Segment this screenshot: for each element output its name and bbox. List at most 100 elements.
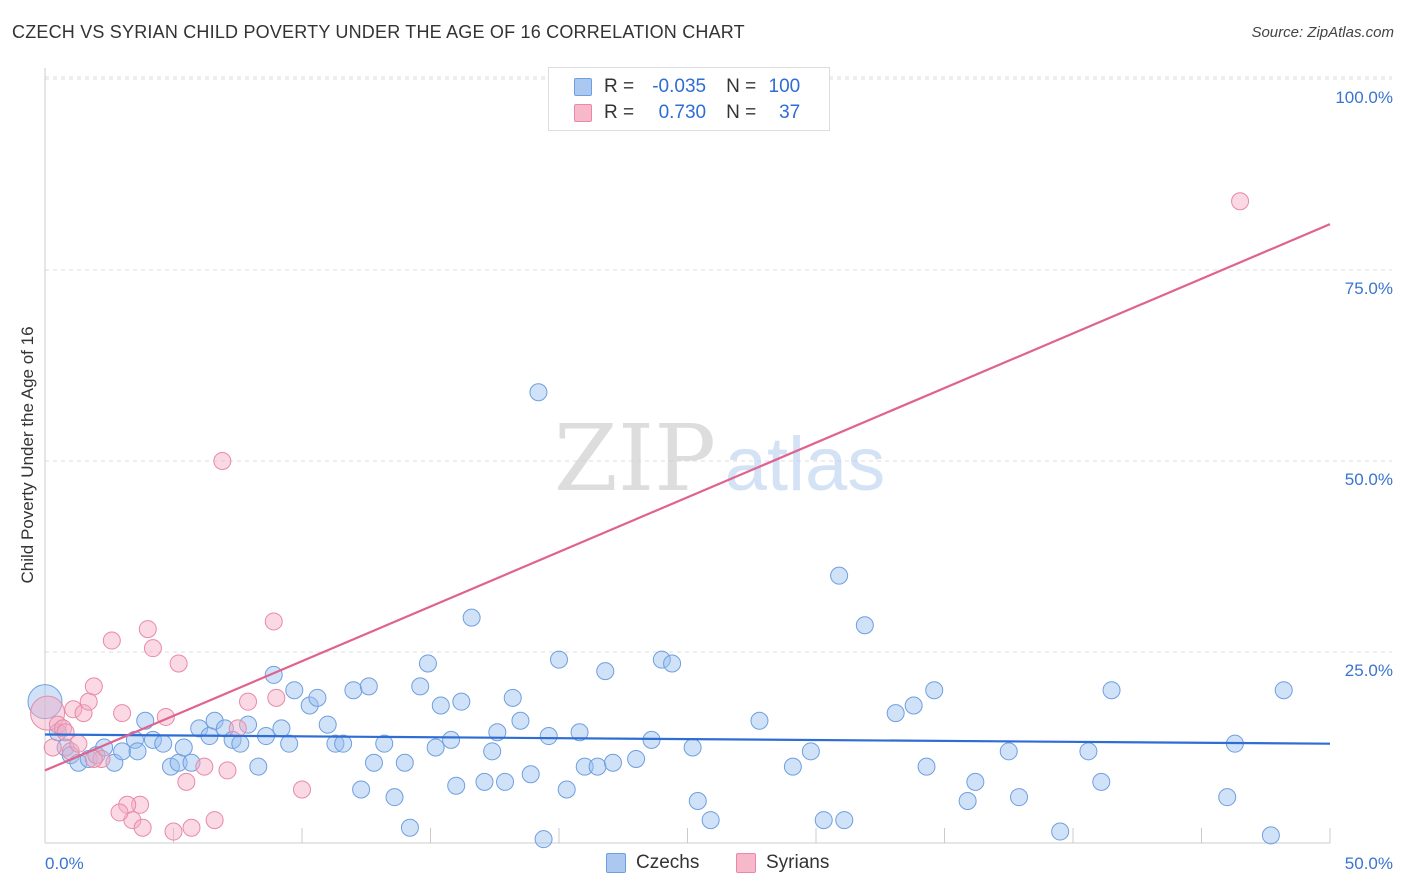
legend-n-label: N = <box>726 102 757 123</box>
bottom-legend-czechs: Czechs <box>606 852 699 874</box>
czech-point <box>205 711 224 730</box>
syrian-legend-swatch <box>736 853 756 873</box>
syrian-point <box>264 612 283 631</box>
syrian-point <box>110 803 129 822</box>
bottom-legend-syrians: Syrians <box>736 852 829 874</box>
czech-point <box>750 711 769 730</box>
syrian-point <box>79 692 98 711</box>
czech-point <box>326 734 345 753</box>
czech-point <box>1261 826 1280 845</box>
syrian-point <box>267 688 286 707</box>
czech-point <box>272 719 291 738</box>
syrian-point <box>113 704 132 723</box>
czech-point <box>1092 772 1111 791</box>
legend-r-label: R = <box>604 76 635 97</box>
syrian-point <box>69 734 88 753</box>
czech-point <box>113 742 132 761</box>
czech-point <box>375 734 394 753</box>
x-tick-label: 50.0% <box>1345 854 1393 873</box>
czech-point <box>411 677 430 696</box>
czech-point <box>917 757 936 776</box>
czech-point <box>503 688 522 707</box>
legend-n-value: 37 <box>779 102 801 123</box>
czech-point <box>529 383 548 402</box>
y-tick-label: 25.0% <box>1345 661 1393 680</box>
chart-title: CZECH VS SYRIAN CHILD POVERTY UNDER THE … <box>12 22 745 42</box>
czech-point <box>285 681 304 700</box>
czech-point <box>1051 822 1070 841</box>
czech-point <box>855 616 874 635</box>
syrian-point <box>177 772 196 791</box>
legend-r-label: R = <box>604 102 635 123</box>
legend-r-value: 0.730 <box>658 102 707 123</box>
czech-point <box>280 734 299 753</box>
czech-point <box>400 818 419 837</box>
syrian-point <box>102 631 121 650</box>
czech-point <box>570 723 589 742</box>
czech-point <box>627 749 646 768</box>
syrian-point <box>30 695 66 731</box>
czech-point <box>534 830 553 849</box>
syrian-point <box>131 795 150 814</box>
syrian-point <box>43 738 62 757</box>
czech-point <box>426 738 445 757</box>
czech-point <box>925 681 944 700</box>
syrian-point <box>205 811 224 830</box>
syrian-point <box>143 639 162 658</box>
czech-point <box>588 757 607 776</box>
legend-n-value: 100 <box>768 76 801 97</box>
legend-row-syrians: R = 0.730 N = 37 <box>574 101 800 125</box>
syrian-trend-line <box>44 223 1331 772</box>
trend-lines <box>44 223 1331 772</box>
czech-point <box>308 688 327 707</box>
czech-point <box>904 696 923 715</box>
czech-point <box>418 654 437 673</box>
czech-point <box>488 723 507 742</box>
czech-point <box>128 742 147 761</box>
syrian-points <box>30 192 1250 841</box>
y-tick-label: 50.0% <box>1345 470 1393 489</box>
source-label: Source: ZipAtlas.com <box>1251 24 1394 41</box>
syrian-point <box>56 723 75 742</box>
syrian-point <box>195 757 214 776</box>
syrian-point <box>1231 192 1250 211</box>
czech-point <box>575 757 594 776</box>
czech-point <box>1079 742 1098 761</box>
czech-legend-swatch <box>606 853 626 873</box>
czech-swatch <box>574 78 592 96</box>
czech-point <box>442 730 461 749</box>
syrian-swatch <box>574 104 592 122</box>
czech-point <box>801 742 820 761</box>
y-axis-label: Child Poverty Under the Age of 16 <box>18 326 37 583</box>
watermark-zip: ZIP <box>554 405 716 512</box>
syrian-point <box>84 677 103 696</box>
czech-point <box>596 662 615 681</box>
czech-point <box>539 727 558 746</box>
czech-point <box>231 734 250 753</box>
czech-legend-label: Czechs <box>636 852 700 873</box>
syrian-point <box>64 700 83 719</box>
syrian-point <box>228 719 247 738</box>
czech-point <box>462 608 481 627</box>
czech-point <box>483 742 502 761</box>
czech-point <box>886 704 905 723</box>
czech-point <box>334 734 353 753</box>
czech-point <box>27 684 63 720</box>
czech-point <box>190 719 209 738</box>
czech-point <box>557 780 576 799</box>
syrian-legend-label: Syrians <box>766 852 830 873</box>
czech-point <box>174 738 193 757</box>
czech-point <box>511 711 530 730</box>
czech-point <box>521 765 540 784</box>
czech-trend-line <box>44 733 1331 745</box>
czech-point <box>1218 788 1237 807</box>
czech-point <box>452 692 471 711</box>
czech-point <box>431 696 450 715</box>
czech-point <box>683 738 702 757</box>
czech-point <box>300 696 319 715</box>
czech-point <box>830 566 849 585</box>
czech-point <box>352 780 371 799</box>
legend-row-czechs: R = -0.035 N = 100 <box>574 75 800 99</box>
legend-n-label: N = <box>726 76 757 97</box>
syrian-point <box>239 692 258 711</box>
